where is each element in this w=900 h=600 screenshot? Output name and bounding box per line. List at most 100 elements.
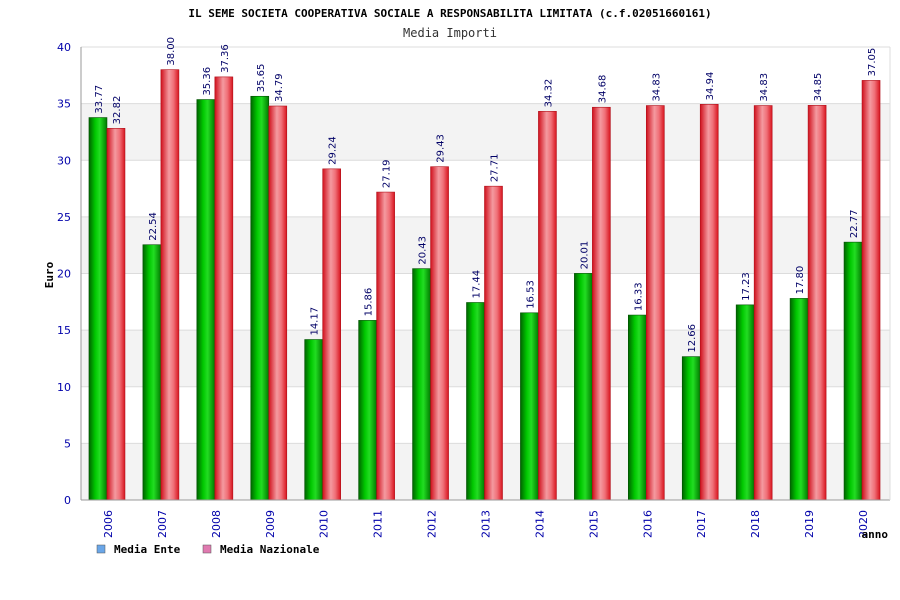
value-label: 34.85 [813,73,824,102]
value-label: 32.82 [112,96,123,125]
x-tick-label: 2014 [533,510,546,538]
x-tick-label: 2016 [641,510,654,538]
x-tick-label: 2006 [102,510,115,538]
y-tick-label: 0 [64,494,71,507]
x-tick-label: 2018 [749,510,762,538]
legend-label: Media Nazionale [220,543,320,556]
y-tick-labels: 0 5 10 15 20 25 30 35 40 [57,41,71,507]
value-label: 20.01 [579,241,590,270]
value-label: 15.86 [364,288,375,317]
bar-media-ente-2013 [466,302,485,501]
value-label: 27.71 [490,154,501,183]
bar-media-ente-2014 [520,312,539,501]
value-label: 16.33 [633,282,644,311]
value-label: 34.79 [274,73,285,102]
value-label: 34.83 [759,73,770,102]
bar-media-nazionale-2012 [430,166,449,501]
bar-media-ente-2006 [88,117,108,501]
x-tick-label: 2019 [803,510,816,538]
bars [88,69,881,501]
bar-media-nazionale-2018 [753,105,773,501]
value-label: 34.94 [705,72,716,101]
value-label: 29.43 [436,134,447,163]
bar-media-ente-2020 [843,241,863,501]
bar-media-ente-2018 [735,304,755,501]
bar-media-nazionale-2013 [484,185,503,501]
value-label: 34.32 [543,79,554,108]
value-label: 27.19 [382,159,393,188]
legend-label: Media Ente [114,543,181,556]
bar-media-ente-2008 [196,99,216,501]
value-label: 16.53 [525,280,536,309]
bar-media-nazionale-2020 [861,80,881,501]
x-tick-label: 2015 [587,510,600,538]
value-label: 38.00 [166,37,177,66]
bar-media-nazionale-2014 [538,111,557,501]
value-label: 17.44 [472,270,483,299]
value-label: 34.83 [651,73,662,102]
y-tick-label: 15 [57,324,71,337]
value-label: 17.80 [795,266,806,295]
legend-swatch [202,544,212,554]
y-tick-label: 25 [57,211,71,224]
value-label: 37.36 [220,44,231,73]
x-tick-label: 2020 [857,510,870,538]
y-tick-label: 40 [57,41,71,54]
bar-media-ente-2019 [789,298,809,501]
bar-media-nazionale-2017 [699,104,719,501]
y-tick-label: 30 [57,154,71,167]
x-tick-label: 2013 [480,510,493,538]
value-label: 33.77 [94,85,105,114]
bar-media-ente-2012 [412,268,431,501]
value-labels: 33.77 32.82 22.54 38.00 35.36 37.36 35.65 34.79… [94,37,878,353]
y-axis-label: Euro [43,261,56,288]
chart-title: IL SEME SOCIETA COOPERATIVA SOCIALE A RE… [188,7,711,20]
legend: Media Ente Media Nazionale [96,543,320,556]
x-axis-label: anno [862,528,889,541]
x-tick-label: 2008 [210,510,223,538]
bar-media-ente-2016 [627,314,647,501]
legend-swatch [96,544,106,554]
value-label: 17.23 [741,272,752,301]
x-tick-label: 2011 [372,510,385,538]
x-tick-label: 2017 [695,510,708,538]
bar-media-ente-2007 [142,244,162,501]
bar-media-ente-2011 [358,320,377,501]
bar-media-nazionale-2019 [807,105,827,501]
value-label: 35.65 [256,64,267,93]
bar-media-nazionale-2011 [376,191,395,501]
value-label: 12.66 [687,324,698,353]
x-tick-label: 2012 [426,510,439,538]
x-tick-label: 2009 [264,510,277,538]
bar-media-nazionale-2009 [268,105,288,501]
value-label: 22.54 [148,212,159,241]
x-tick-labels: 2006 2007 2008 2009 2010 2011 2012 2013 2014 2015… [102,510,870,538]
bar-media-nazionale-2007 [160,69,180,501]
y-tick-label: 10 [57,381,71,394]
axes [80,47,891,501]
x-tick-label: 2007 [156,510,169,538]
bar-media-nazionale-2016 [645,105,665,501]
bar-media-nazionale-2006 [106,128,126,501]
bar-media-ente-2009 [250,95,270,501]
y-tick-label: 20 [57,268,71,281]
bar-media-nazionale-2015 [592,106,611,501]
y-tick-label: 5 [64,437,71,450]
value-label: 35.36 [202,67,213,96]
value-label: 37.05 [867,48,878,77]
bar-media-ente-2010 [304,339,324,501]
bar-media-nazionale-2008 [214,76,234,501]
bar-media-nazionale-2010 [322,168,342,501]
value-label: 22.77 [849,209,860,238]
value-label: 14.17 [310,307,321,336]
y-tick-label: 35 [57,98,71,111]
value-label: 34.68 [597,75,608,104]
value-label: 20.43 [418,236,429,265]
bar-media-ente-2015 [574,273,593,501]
value-label: 29.24 [328,136,339,165]
chart-subtitle: Media Importi [403,26,497,40]
x-tick-label: 2010 [318,510,331,538]
bar-media-ente-2017 [681,356,701,501]
